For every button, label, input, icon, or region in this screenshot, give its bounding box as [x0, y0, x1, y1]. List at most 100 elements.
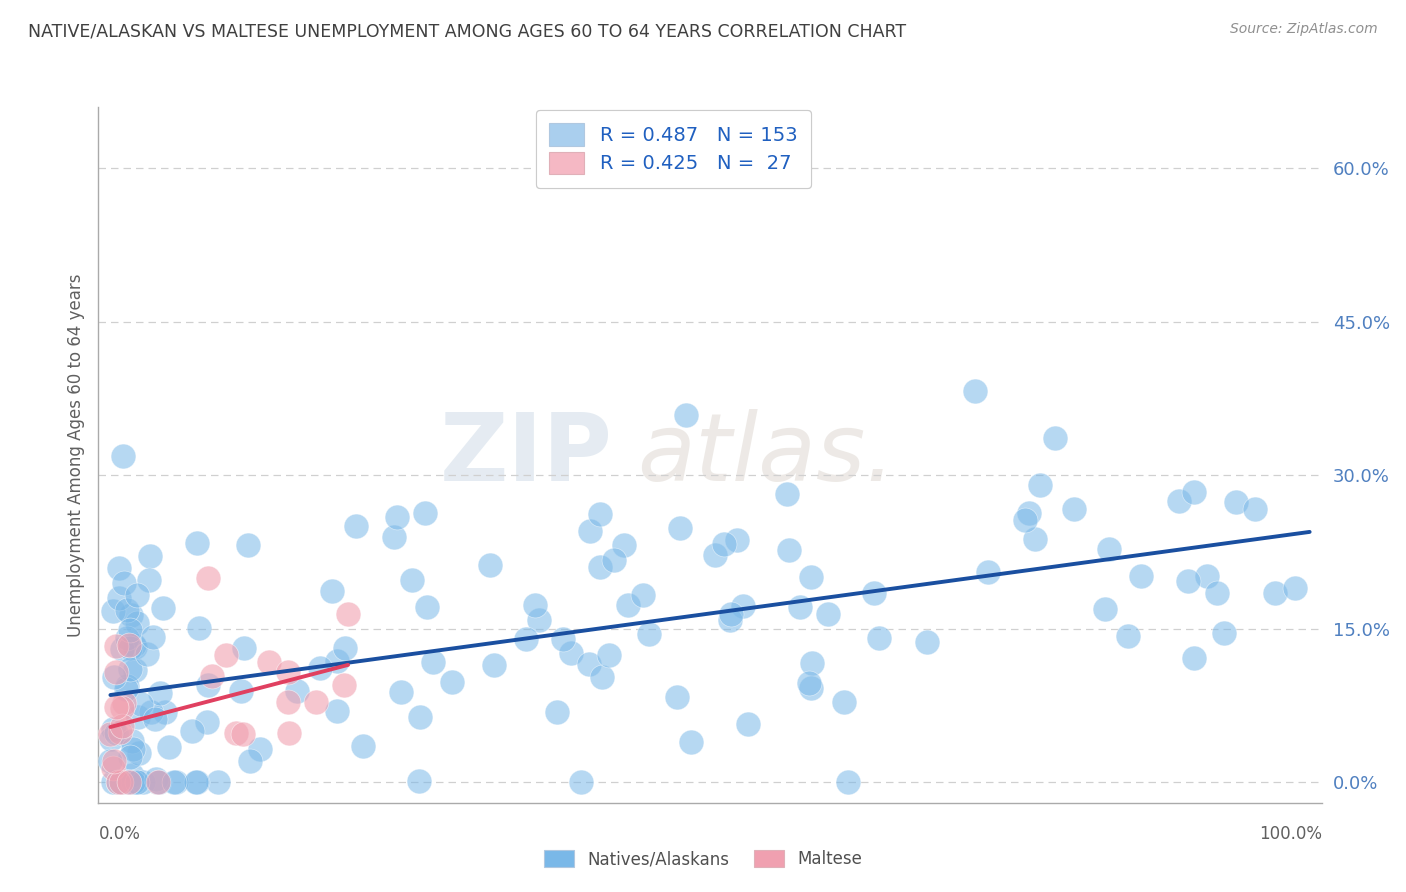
Point [675, 408, 697, 422]
Point [100, 732, 122, 747]
Point [186, 775, 208, 789]
Point [157, 739, 180, 754]
Point [277, 725, 299, 739]
Point [385, 509, 408, 524]
Point [589, 560, 612, 574]
Point [125, 588, 148, 602]
Point [863, 586, 886, 600]
Point [482, 657, 505, 672]
Point [441, 675, 464, 690]
Point [681, 735, 703, 749]
Point [1264, 585, 1286, 599]
Point [115, 603, 138, 617]
Point [100, 755, 122, 769]
Point [321, 583, 343, 598]
Point [141, 706, 163, 720]
Point [977, 565, 1000, 579]
Point [127, 710, 149, 724]
Point [579, 524, 602, 538]
Point [163, 775, 186, 789]
Point [401, 573, 423, 587]
Point [239, 755, 262, 769]
Point [165, 775, 187, 789]
Point [776, 487, 799, 501]
Point [1284, 582, 1306, 596]
Point [120, 750, 142, 764]
Point [186, 535, 208, 549]
Point [112, 576, 135, 591]
Point [1094, 602, 1116, 616]
Point [107, 775, 129, 789]
Text: Source: ZipAtlas.com: Source: ZipAtlas.com [1230, 22, 1378, 37]
Point [1024, 532, 1046, 546]
Point [128, 746, 150, 760]
Point [146, 775, 169, 789]
Point [669, 521, 692, 535]
Point [666, 690, 689, 704]
Point [1244, 501, 1267, 516]
Point [602, 552, 624, 566]
Point [598, 648, 620, 663]
Point [389, 685, 412, 699]
Point [1063, 501, 1085, 516]
Point [277, 695, 299, 709]
Point [129, 697, 152, 711]
Point [326, 704, 349, 718]
Point [915, 634, 938, 648]
Point [111, 641, 134, 656]
Point [197, 678, 219, 692]
Text: atlas.: atlas. [637, 409, 894, 500]
Point [139, 549, 162, 564]
Point [1116, 629, 1139, 643]
Point [285, 684, 308, 698]
Point [1014, 513, 1036, 527]
Point [138, 573, 160, 587]
Point [149, 686, 172, 700]
Point [108, 725, 131, 739]
Point [225, 726, 247, 740]
Point [103, 775, 125, 789]
Point [127, 775, 149, 789]
Point [101, 604, 124, 618]
Point [1177, 574, 1199, 588]
Point [569, 775, 592, 789]
Point [103, 670, 125, 684]
Point [232, 727, 254, 741]
Point [305, 695, 328, 709]
Point [326, 654, 349, 668]
Point [963, 384, 986, 398]
Point [145, 772, 167, 786]
Point [104, 726, 127, 740]
Point [413, 507, 436, 521]
Point [834, 694, 856, 708]
Point [800, 681, 823, 696]
Point [117, 775, 139, 789]
Point [184, 775, 207, 789]
Point [591, 670, 613, 684]
Point [135, 647, 157, 661]
Point [132, 775, 155, 789]
Point [111, 449, 134, 463]
Point [107, 775, 129, 789]
Point [249, 741, 271, 756]
Point [145, 775, 167, 789]
Point [1212, 626, 1234, 640]
Point [416, 599, 439, 614]
Point [589, 507, 612, 521]
Point [122, 775, 145, 789]
Point [1043, 431, 1066, 445]
Point [837, 775, 859, 789]
Point [105, 640, 128, 654]
Point [335, 641, 357, 656]
Point [108, 591, 131, 605]
Point [124, 663, 146, 677]
Point [122, 639, 145, 653]
Point [120, 663, 142, 677]
Point [718, 613, 741, 627]
Text: 100.0%: 100.0% [1258, 825, 1322, 843]
Point [817, 607, 839, 621]
Point [108, 775, 131, 789]
Legend: R = 0.487   N = 153, R = 0.425   N =  27: R = 0.487 N = 153, R = 0.425 N = 27 [536, 110, 811, 188]
Point [613, 538, 636, 552]
Point [560, 646, 582, 660]
